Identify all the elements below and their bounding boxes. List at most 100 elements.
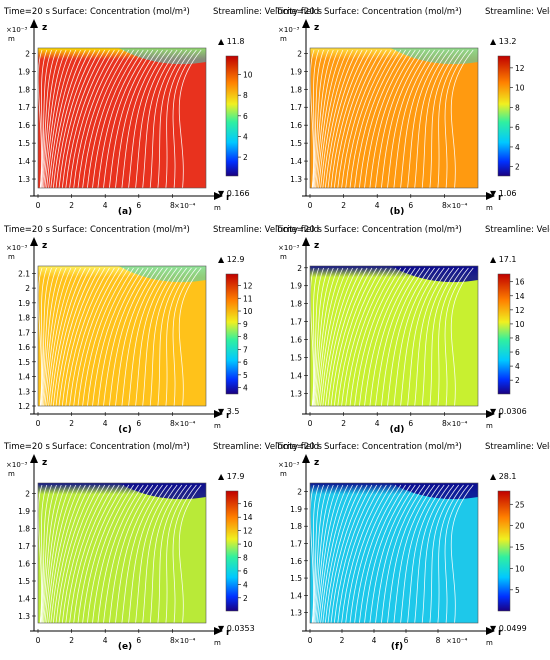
r-axis-exponent: ×10⁻⁴ <box>174 637 195 645</box>
streamline <box>437 49 464 188</box>
z-axis-unit: m <box>280 470 287 478</box>
z-axis-arrow-icon <box>302 19 310 28</box>
colorbar-max-label: ▲ 17.1 <box>490 255 517 264</box>
streamline <box>313 49 334 188</box>
r-axis-unit: m <box>214 639 221 647</box>
r-axis-letter: r <box>498 628 503 638</box>
r-axis-arrow-icon <box>486 627 495 635</box>
panel-caption: (c) <box>118 425 132 435</box>
streamline <box>52 267 91 406</box>
y-tick-label: 1.9 <box>290 282 302 291</box>
x-tick-label: 8 <box>170 636 175 645</box>
streamline <box>48 267 81 406</box>
y-tick-label: 2 <box>297 264 302 273</box>
z-axis-letter: z <box>42 458 47 468</box>
x-tick-label: 0 <box>308 419 313 428</box>
streamline <box>330 267 373 406</box>
streamline <box>142 484 178 623</box>
streamline <box>135 49 173 188</box>
streamline <box>400 267 440 406</box>
streamline <box>50 484 86 623</box>
streamline <box>364 49 411 188</box>
colorbar-tick-label: 2 <box>515 163 520 172</box>
streamline <box>327 484 368 623</box>
streamline <box>393 484 435 623</box>
concentration-surface <box>310 483 478 623</box>
streamline <box>414 267 450 406</box>
x-tick-label: 2 <box>340 636 345 645</box>
streamline <box>345 267 392 406</box>
streamline <box>61 484 106 623</box>
concentration-surface <box>38 266 206 406</box>
z-axis-arrow-icon <box>30 237 38 246</box>
colorbar-tick-label: 20 <box>515 522 525 531</box>
colorbar-tick-label: 9 <box>243 320 248 329</box>
streamline <box>121 484 163 623</box>
panel-a: Time=20 s Surface: Concentration (mol/m³)… <box>3 7 319 217</box>
streamline <box>375 484 421 623</box>
streamline <box>315 49 339 188</box>
y-tick-label: 2 <box>297 488 302 497</box>
x-tick-label: 6 <box>136 201 141 210</box>
streamline <box>48 49 81 188</box>
streamline <box>320 267 353 406</box>
streamline <box>48 484 81 623</box>
z-axis-unit: m <box>280 35 287 43</box>
streamline <box>381 267 426 406</box>
streamline <box>318 484 349 623</box>
header-streamline: Streamline: Velocity field <box>213 7 319 17</box>
streamline <box>69 484 115 623</box>
y-tick-label: 1.3 <box>290 175 302 184</box>
streamline <box>55 49 96 188</box>
x-tick-label: 0 <box>36 201 41 210</box>
colorbar-tick-label: 2 <box>243 594 248 603</box>
z-axis-exponent: ×10⁻³ <box>278 244 299 252</box>
x-tick-label: 4 <box>103 419 108 428</box>
r-axis-exponent: ×10⁻⁴ <box>174 202 195 210</box>
streamline <box>69 267 115 406</box>
streamline <box>313 267 334 406</box>
streamline <box>375 267 421 406</box>
colorbar-tick-label: 6 <box>243 567 248 576</box>
streamline <box>337 267 382 406</box>
concentration-surface <box>38 483 206 623</box>
colorbar <box>225 490 239 612</box>
z-axis-letter: z <box>42 23 47 33</box>
y-tick-label: 2 <box>25 490 30 499</box>
streamline <box>46 267 77 406</box>
streamline <box>92 49 139 188</box>
streamline <box>58 484 101 623</box>
colorbar-tick-label: 5 <box>243 371 248 380</box>
colorbar-tick-label: 10 <box>243 540 253 549</box>
streamline <box>178 267 202 406</box>
streamline <box>324 484 363 623</box>
header-surface: Surface: Concentration (mol/m³) <box>324 7 462 17</box>
panel-caption: (d) <box>390 425 405 435</box>
streamline <box>149 49 183 188</box>
streamline <box>330 484 373 623</box>
streamline <box>429 484 460 623</box>
colorbar-tick-label: 8 <box>243 333 248 342</box>
streamline <box>315 267 339 406</box>
y-tick-label: 1.7 <box>290 318 302 327</box>
streamline <box>316 267 344 406</box>
streamline <box>345 49 392 188</box>
colorbar-tick-label: 12 <box>243 527 253 536</box>
x-tick-label: 2 <box>69 419 74 428</box>
streamline <box>312 267 329 406</box>
r-axis-exponent: ×10⁻⁴ <box>174 420 195 428</box>
r-axis-letter: r <box>226 628 231 638</box>
x-tick-label: 4 <box>103 201 108 210</box>
r-axis-unit: m <box>486 204 493 212</box>
streamline <box>40 267 57 406</box>
y-tick-label: 1.5 <box>18 577 30 586</box>
streamline <box>369 49 416 188</box>
streamline <box>44 49 72 188</box>
streamline <box>354 49 402 188</box>
colorbar-max-label: ▲ 28.1 <box>490 472 517 481</box>
r-axis-unit: m <box>486 422 493 430</box>
streamline <box>322 484 358 623</box>
streamline <box>41 49 62 188</box>
y-tick-label: 1.2 <box>18 402 30 411</box>
streamline <box>333 267 378 406</box>
